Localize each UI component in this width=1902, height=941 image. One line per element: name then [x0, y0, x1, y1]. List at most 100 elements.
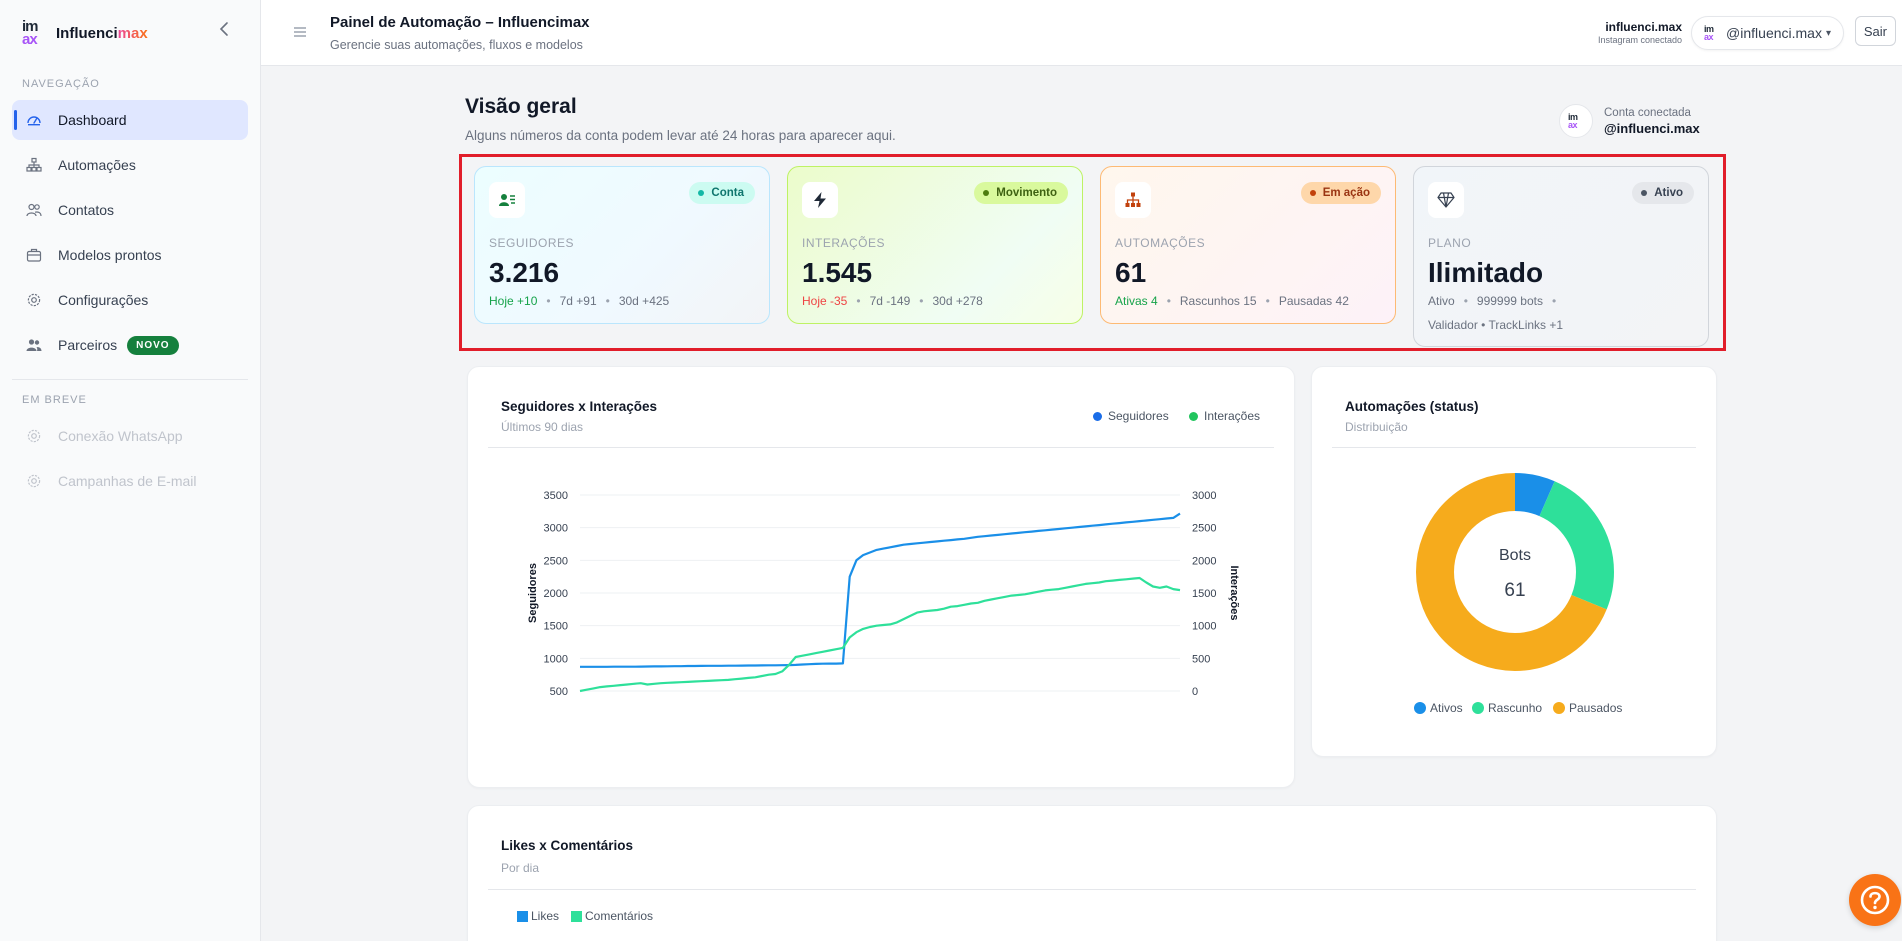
stat-label: SEGUIDORES — [489, 236, 575, 250]
legend-dot — [1414, 702, 1426, 714]
stat-meta: Hoje +10 • 7d +91 • 30d +425 — [489, 294, 669, 308]
y2-tick-label: 1500 — [1192, 588, 1216, 600]
people-icon — [26, 337, 42, 353]
soon-section-label: EM BREVE — [22, 394, 87, 406]
stat-paused: Pausadas 42 — [1278, 294, 1349, 308]
legend-label: Interações — [1204, 409, 1261, 423]
stat-today: Hoje +10 — [489, 294, 538, 308]
stat-value: Ilimitado — [1428, 257, 1544, 288]
donut-chart: Bots 61 — [1416, 473, 1614, 671]
stat-30d: 30d +278 — [932, 294, 983, 308]
brand-logo-line1: im — [22, 18, 39, 35]
y2-tick-label: 0 — [1192, 686, 1198, 698]
panel-subtitle: Últimos 90 dias — [501, 420, 584, 434]
status-dot — [1309, 190, 1316, 196]
sidebar-item-label: Dashboard — [58, 112, 127, 128]
stat-card-followers: Conta SEGUIDORES 3.216 Hoje +10 • 7d +91 • 3… — [474, 166, 770, 324]
status-badge: Movimento — [974, 182, 1068, 204]
sitemap-icon — [26, 157, 42, 173]
sidebar-item-whatsapp: Conexão WhatsApp — [12, 416, 248, 456]
sidebar-item-partners[interactable]: Parceiros NOVO — [12, 325, 248, 365]
bolt-icon — [802, 182, 838, 218]
y-tick-label: 2000 — [544, 588, 568, 600]
stat-today: Hoje -35 — [802, 294, 848, 308]
stat-value: 1.545 — [802, 257, 873, 288]
legend-label: Likes — [531, 909, 560, 923]
sidebar-item-templates[interactable]: Modelos prontos — [12, 235, 248, 275]
legend-item-interactions[interactable]: Interações — [1189, 409, 1260, 423]
stat-meta: Hoje -35 • 7d -149 • 30d +278 — [802, 294, 983, 308]
status-badge: Em ação — [1300, 182, 1381, 204]
legend-label: Pausados — [1569, 701, 1623, 715]
connected-label: Conta conectada — [1604, 107, 1691, 119]
legend-item-followers[interactable]: Seguidores — [1093, 409, 1169, 423]
legend-item-draft[interactable]: Rascunho — [1472, 701, 1542, 715]
y2-tick-label: 500 — [1192, 653, 1210, 665]
logout-button[interactable]: Sair — [1854, 16, 1896, 46]
donut-chart-panel: Automações (status) Distribuição Bots 61 … — [1311, 366, 1717, 757]
connected-logo-line2: ax — [1568, 120, 1578, 130]
panel-divider — [488, 447, 1274, 448]
new-badge: NOVO — [127, 335, 179, 355]
legend-dot — [1472, 702, 1484, 714]
legend-dot — [1093, 411, 1102, 421]
bullet: • — [546, 294, 551, 308]
panel-title: Seguidores x Interações — [501, 399, 658, 414]
collapse-sidebar-icon[interactable] — [217, 20, 235, 42]
bullet: • — [919, 294, 924, 308]
help-button[interactable] — [1849, 874, 1901, 926]
status-badge-label: Movimento — [996, 187, 1057, 199]
y2-tick-label: 3000 — [1192, 490, 1216, 502]
account-name: influenci.max — [1605, 20, 1682, 34]
sidebar-item-contacts[interactable]: Contatos — [12, 190, 248, 230]
brand[interactable]: im ax Influencimax — [0, 0, 260, 66]
bullet: • — [1166, 294, 1171, 308]
legend-item-active[interactable]: Ativos — [1414, 701, 1463, 715]
stat-value: 3.216 — [489, 257, 560, 288]
stat-meta: Ativas 4 • Rascunhos 15 • Pausadas 42 — [1115, 294, 1349, 308]
legend-item-paused[interactable]: Pausados — [1553, 701, 1622, 715]
status-badge: Conta — [689, 182, 755, 204]
y-axis-label: Seguidores — [527, 563, 539, 623]
bullet: • — [1463, 294, 1468, 308]
overview-title: Visão geral — [465, 95, 577, 118]
status-badge-label: Conta — [711, 187, 744, 199]
stat-label: AUTOMAÇÕES — [1115, 236, 1206, 250]
legend-dot — [1189, 411, 1198, 421]
y2-tick-label: 2000 — [1192, 555, 1216, 567]
bullet: • — [1265, 294, 1270, 308]
stat-drafts: Rascunhos 15 — [1179, 294, 1257, 308]
plan-extras: Validador • TrackLinks +1 — [1428, 318, 1564, 332]
sidebar-item-settings[interactable]: Configurações — [12, 280, 248, 320]
briefcase-icon — [26, 247, 42, 263]
y-tick-label: 3000 — [544, 523, 568, 535]
page-subtitle: Gerencie suas automações, fluxos e model… — [330, 38, 583, 52]
account-select-value: @influenci.max — [1726, 25, 1822, 41]
y-tick-label: 1500 — [544, 621, 568, 633]
account-status: Instagram conectado — [1597, 35, 1682, 45]
panel-title: Automações (status) — [1345, 399, 1479, 414]
sidebar-item-label: Parceiros — [58, 337, 118, 353]
stat-7d: 7d +91 — [559, 294, 597, 308]
y2-axis-label: Interações — [1228, 565, 1240, 620]
sidebar-item-automations[interactable]: Automações — [12, 145, 248, 185]
stat-7d: 7d -149 — [869, 294, 911, 308]
connected-logo-line1: im — [1568, 112, 1578, 122]
legend-label: Ativos — [1430, 701, 1463, 715]
legend-item-likes[interactable]: Likes — [517, 909, 559, 923]
line-chart: 500 1000 1500 2000 2500 3000 3500 0 500 1000 1500 2… — [527, 490, 1240, 698]
menu-icon[interactable] — [293, 25, 307, 43]
sidebar-item-dashboard[interactable]: Dashboard — [12, 100, 248, 140]
connected-account-avatar: im ax — [1559, 104, 1593, 138]
legend-item-comments[interactable]: Comentários — [571, 909, 653, 923]
y2-tick-label: 1000 — [1192, 621, 1216, 633]
legend-label: Comentários — [585, 909, 654, 923]
donut-slice-1 — [1416, 473, 1614, 671]
line-chart-panel: Seguidores x Interações Últimos 90 dias … — [467, 366, 1295, 788]
brand-logo-line2: ax — [22, 31, 38, 48]
gear-icon — [26, 428, 42, 444]
stat-card-interactions: Movimento INTERAÇÕES 1.545 Hoje -35 • 7d -… — [787, 166, 1083, 324]
bar-chart-panel: Likes x Comentários Por dia Likes Coment… — [467, 805, 1717, 941]
account-select[interactable]: im ax @influenci.max ▾ — [1691, 16, 1844, 50]
brand-mini-logo: im ax — [1704, 24, 1720, 42]
